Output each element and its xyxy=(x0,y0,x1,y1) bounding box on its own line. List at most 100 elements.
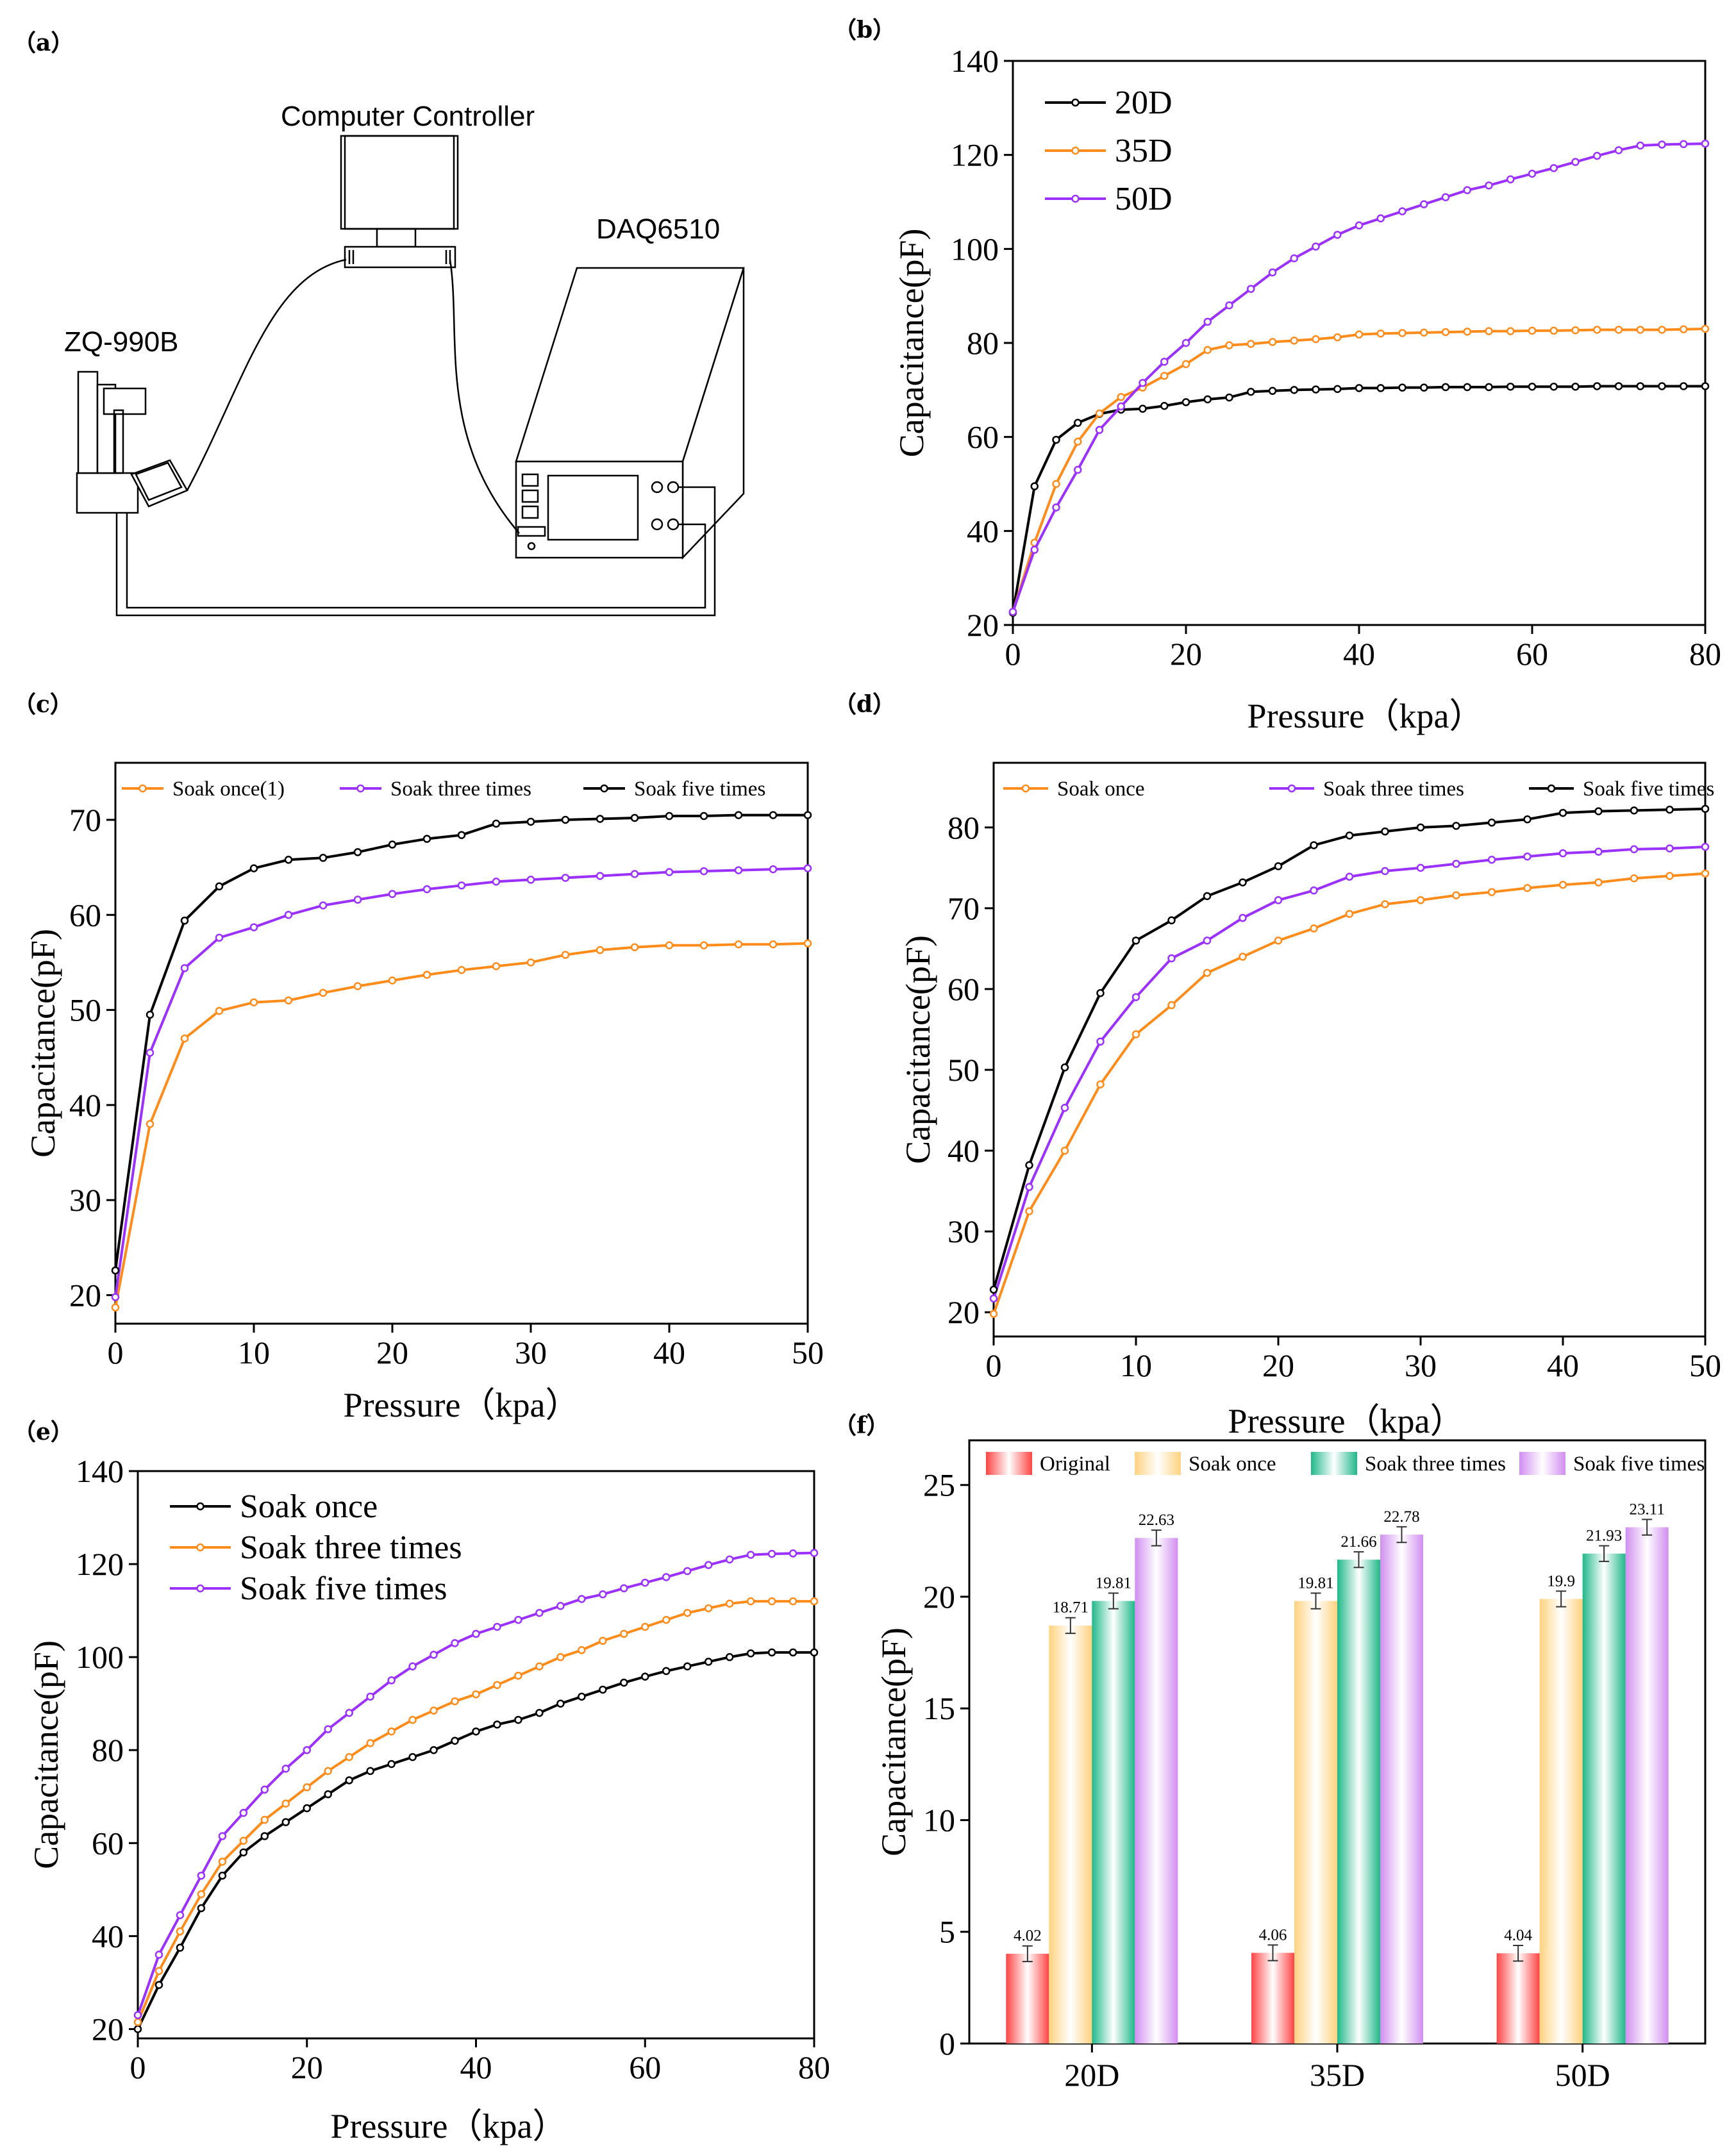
data-point xyxy=(1528,382,1537,391)
data-point xyxy=(387,1760,396,1769)
data-point xyxy=(1630,874,1639,883)
x-tick-label: 60 xyxy=(629,2049,661,2085)
data-point xyxy=(641,1578,649,1587)
x-axis-label: Pressure（kpa） xyxy=(331,2107,567,2145)
y-tick-label: 60 xyxy=(92,1825,124,1861)
y-axis-label: Capacitance(pF) xyxy=(899,935,937,1164)
data-point xyxy=(578,1692,586,1701)
data-point xyxy=(1074,465,1082,474)
data-point xyxy=(769,865,778,874)
data-point xyxy=(1312,385,1320,394)
data-point xyxy=(1290,337,1298,345)
data-point xyxy=(734,811,743,819)
data-point xyxy=(1030,545,1039,554)
data-point xyxy=(596,872,605,880)
x-tick-label: 30 xyxy=(515,1335,547,1370)
y-tick-label: 60 xyxy=(967,419,999,455)
legend-swatch xyxy=(1519,1452,1565,1475)
data-point xyxy=(324,1790,332,1799)
data-point xyxy=(535,1662,544,1670)
data-point xyxy=(215,933,224,942)
data-point xyxy=(1701,382,1710,390)
data-point xyxy=(1025,1183,1033,1192)
data-label: 22.63 xyxy=(1139,1511,1174,1529)
panel-label-b: （b） xyxy=(833,17,896,44)
data-point xyxy=(1181,398,1190,406)
data-point xyxy=(1139,404,1147,413)
data-point xyxy=(1096,1080,1105,1088)
data-label: 21.93 xyxy=(1586,1528,1622,1545)
data-point xyxy=(1310,841,1318,849)
data-point xyxy=(578,1646,586,1654)
data-point xyxy=(683,1609,692,1617)
data-label: 4.04 xyxy=(1504,1927,1532,1944)
data-point xyxy=(1025,1161,1033,1170)
y-tick-label: 20 xyxy=(947,1294,980,1330)
plot-frame xyxy=(114,762,809,1325)
series-line-soak-three-times xyxy=(137,1600,814,2023)
tester-label: ZQ-990B xyxy=(64,326,179,358)
data-point xyxy=(1549,382,1558,391)
data-point xyxy=(725,1653,734,1661)
tester-head xyxy=(103,387,147,415)
y-tick-label: 25 xyxy=(923,1467,955,1503)
data-point xyxy=(1381,827,1389,836)
data-label: 21.66 xyxy=(1340,1533,1376,1551)
plot-frame xyxy=(992,762,1707,1338)
data-point xyxy=(1420,200,1428,208)
data-point xyxy=(561,874,570,882)
data-point xyxy=(430,1706,438,1715)
data-point xyxy=(1441,328,1450,337)
data-point xyxy=(353,848,362,856)
y-axis-label: Capacitance(pF) xyxy=(24,929,62,1158)
data-point xyxy=(345,1708,353,1717)
data-point xyxy=(596,815,605,823)
x-tick-label: 20 xyxy=(376,1335,408,1370)
chart-f-capacitance-bar-chart: 0 5 10 15 20 25 Capacitance(pF) 20D 4.02 18.71 19.… xyxy=(874,1439,1707,2093)
data-point xyxy=(630,943,639,951)
data-point xyxy=(1549,163,1558,172)
computer-monitor xyxy=(344,135,455,230)
y-tick-label: 70 xyxy=(69,802,101,838)
data-point xyxy=(789,1549,797,1558)
data-point xyxy=(1052,503,1060,512)
data-point xyxy=(1665,805,1674,814)
data-point xyxy=(662,1573,671,1581)
x-tick-label: 40 xyxy=(1547,1347,1579,1383)
data-point xyxy=(1008,608,1017,616)
y-tick-label: 50 xyxy=(947,1052,980,1088)
bar-original xyxy=(1006,1953,1049,2044)
data-point xyxy=(989,1285,998,1294)
data-point xyxy=(319,854,328,862)
data-point xyxy=(1203,969,1212,977)
data-point xyxy=(353,895,362,904)
data-point xyxy=(239,1808,248,1817)
data-point xyxy=(665,941,674,949)
data-point xyxy=(1095,426,1104,434)
data-point xyxy=(1160,372,1169,380)
data-point xyxy=(1523,815,1532,824)
legend-label: Soak three times xyxy=(1365,1453,1506,1476)
data-point xyxy=(1203,892,1212,901)
x-tick-label: 50 xyxy=(1689,1347,1721,1383)
series-line-soak-three-times xyxy=(114,867,808,1297)
y-tick-label: 30 xyxy=(947,1213,980,1249)
data-point xyxy=(215,882,224,891)
data-point xyxy=(665,868,674,876)
data-point xyxy=(725,1555,734,1564)
tester-column xyxy=(77,370,99,474)
data-point xyxy=(430,1745,438,1754)
data-point xyxy=(1167,1001,1176,1010)
data-point xyxy=(1528,326,1537,335)
data-point xyxy=(1487,888,1496,896)
data-point xyxy=(1701,869,1710,878)
data-point xyxy=(1268,338,1277,346)
data-point xyxy=(1310,924,1318,933)
data-point xyxy=(1333,333,1342,342)
x-tick-label: 40 xyxy=(460,2049,492,2085)
data-point xyxy=(769,811,778,819)
data-point xyxy=(1614,382,1623,390)
data-point xyxy=(1523,884,1532,892)
data-point xyxy=(704,1561,713,1569)
data-point xyxy=(683,1662,692,1670)
